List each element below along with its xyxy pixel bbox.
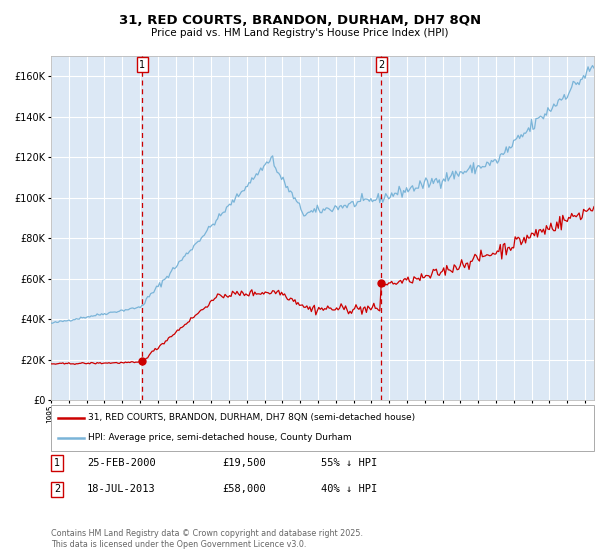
Text: 2: 2 [54, 484, 60, 494]
Text: 18-JUL-2013: 18-JUL-2013 [87, 484, 156, 494]
Text: 25-FEB-2000: 25-FEB-2000 [87, 458, 156, 468]
Text: HPI: Average price, semi-detached house, County Durham: HPI: Average price, semi-detached house,… [88, 433, 352, 442]
Text: 1: 1 [54, 458, 60, 468]
Text: 40% ↓ HPI: 40% ↓ HPI [321, 484, 377, 494]
Text: £19,500: £19,500 [222, 458, 266, 468]
Text: 1: 1 [139, 59, 145, 69]
Text: Contains HM Land Registry data © Crown copyright and database right 2025.
This d: Contains HM Land Registry data © Crown c… [51, 529, 363, 549]
Text: 55% ↓ HPI: 55% ↓ HPI [321, 458, 377, 468]
Text: 31, RED COURTS, BRANDON, DURHAM, DH7 8QN (semi-detached house): 31, RED COURTS, BRANDON, DURHAM, DH7 8QN… [88, 413, 415, 422]
Text: 31, RED COURTS, BRANDON, DURHAM, DH7 8QN: 31, RED COURTS, BRANDON, DURHAM, DH7 8QN [119, 14, 481, 27]
Text: £58,000: £58,000 [222, 484, 266, 494]
Text: Price paid vs. HM Land Registry's House Price Index (HPI): Price paid vs. HM Land Registry's House … [151, 28, 449, 38]
Text: 2: 2 [378, 59, 384, 69]
